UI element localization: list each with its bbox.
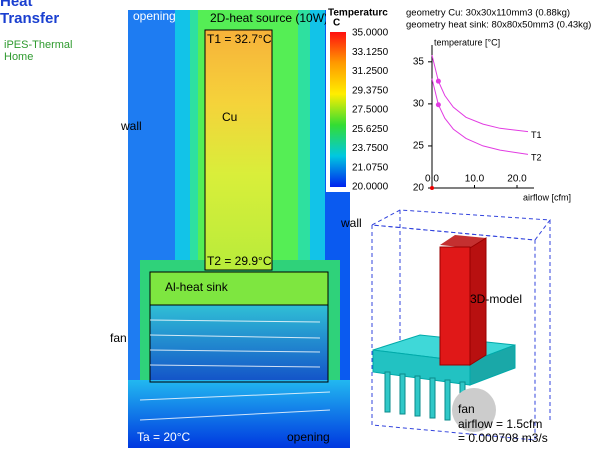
model-label: = 0.000708 m3/s — [458, 431, 548, 445]
model-label: fan — [458, 402, 475, 416]
origin-dot — [430, 186, 434, 190]
sim-label: opening — [287, 430, 330, 444]
home-link[interactable]: iPES-Thermal — [4, 39, 72, 51]
x-tick-label: 0.0 — [425, 174, 439, 185]
sim-label: fan — [110, 331, 127, 345]
y-tick-label: 20 — [413, 183, 425, 194]
geometry-info: geometry Cu: 30x30x110mm3 (0.88kg) — [406, 8, 570, 19]
operating-point — [435, 78, 441, 84]
sidebar-title: Heat — [0, 0, 33, 10]
sim-label: T1 = 32.7°C — [207, 32, 272, 46]
simulation-image — [128, 10, 350, 448]
y-tick-label: 30 — [413, 99, 425, 110]
y-tick-label: 25 — [413, 141, 425, 152]
sim-label: Cu — [222, 110, 237, 124]
colorbar — [330, 32, 346, 187]
sim-label: wall — [340, 216, 362, 230]
sim-label: T2 = 29.9°C — [207, 254, 272, 268]
y-tick-label: 35 — [413, 56, 425, 67]
colorbar-title: Temperaturc — [328, 8, 388, 19]
model-label: airflow = 1.5cfm — [458, 417, 542, 431]
y-axis-label: temperature [°C] — [434, 37, 500, 47]
home-link[interactable]: Home — [4, 51, 33, 63]
colorbar-label: 21.0750 — [352, 162, 389, 173]
legend-label: T1 — [531, 130, 542, 140]
temperature-plot: temperature [°C] airflow [cfm] 20 25 30 35 0.0… — [413, 37, 571, 202]
3d-model-image — [370, 209, 551, 441]
legend-label: T2 — [531, 153, 542, 163]
colorbar-label: 31.2500 — [352, 66, 389, 77]
sim-label: Ta = 20°C — [137, 430, 190, 444]
sim-label: opening — [133, 9, 176, 23]
geometry-info: geometry heat sink: 80x80x50mm3 (0.43kg) — [406, 20, 591, 31]
x-axis-label: airflow [cfm] — [523, 192, 571, 202]
colorbar-label: 33.1250 — [352, 47, 389, 58]
plot-line — [431, 54, 529, 133]
colorbar-unit: C — [333, 18, 340, 29]
colorbar-label: 23.7500 — [352, 143, 389, 154]
sidebar-title: Transfer — [0, 10, 59, 27]
x-tick-label: 20.0 — [507, 174, 527, 185]
x-tick-label: 10.0 — [465, 174, 485, 185]
colorbar-label: 20.0000 — [352, 182, 389, 193]
colorbar-label: 29.3750 — [352, 85, 389, 96]
colorbar-label: 35.0000 — [352, 28, 389, 39]
colorbar-label: 27.5000 — [352, 105, 389, 116]
sim-label: wall — [120, 119, 142, 133]
sim-label: 2D-heat source (10W) — [210, 11, 328, 25]
model-label: 3D-model — [470, 292, 522, 306]
colorbar-label: 25.6250 — [352, 124, 389, 135]
sim-label: Al-heat sink — [165, 280, 229, 294]
operating-point — [435, 102, 441, 108]
plot-line — [431, 78, 529, 155]
